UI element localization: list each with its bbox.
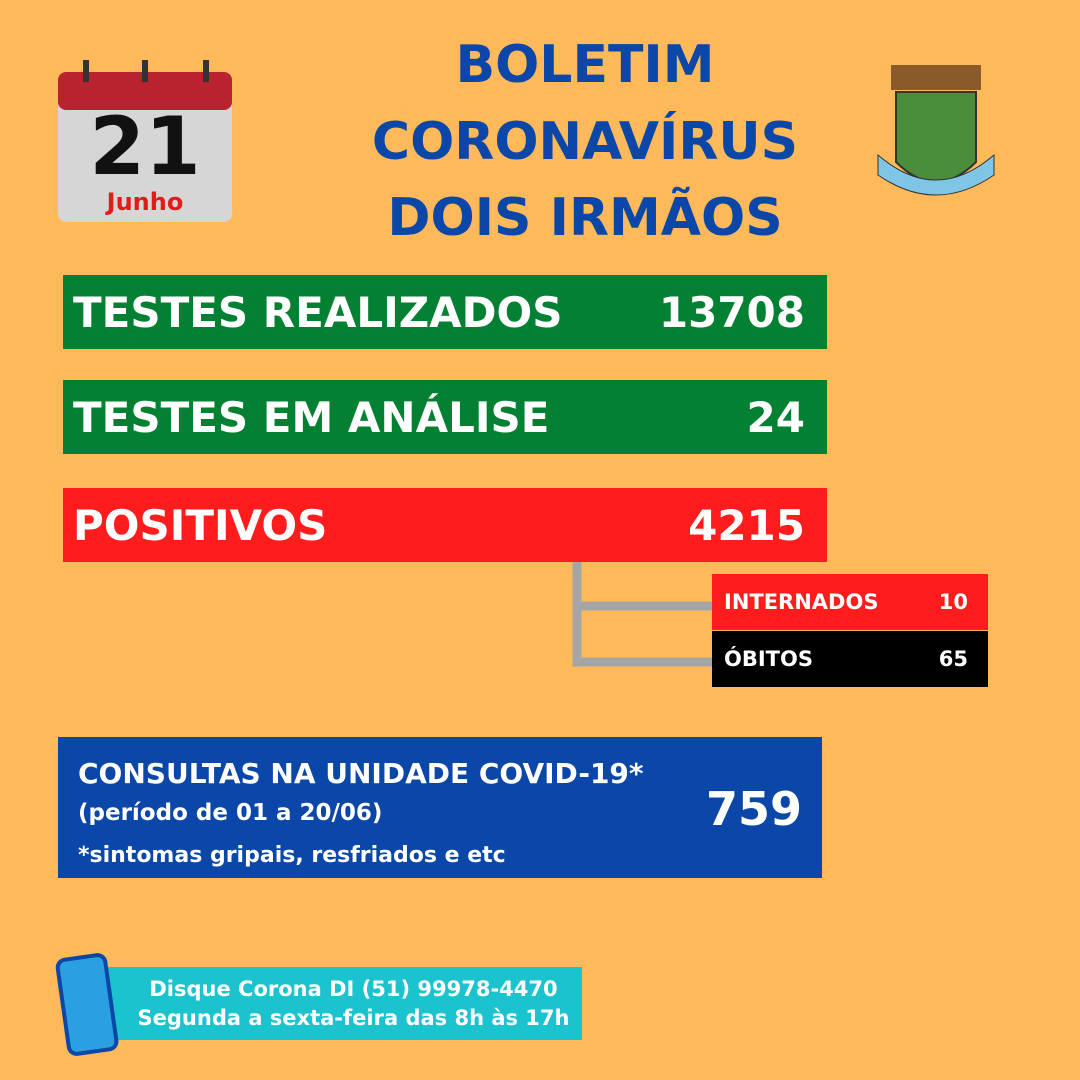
title-line: BOLETIM (455, 35, 715, 95)
consultas-note: *sintomas gripais, resfriados e etc (78, 843, 506, 868)
calendar-day: 21 (89, 100, 201, 193)
consultas-value: 759 (705, 782, 802, 836)
phone-icon (55, 953, 119, 1056)
sub-stat: INTERNADOS 10 (712, 574, 988, 630)
title-line: DOIS IRMÃOS (387, 188, 783, 248)
stat-label: TESTES REALIZADOS (73, 287, 563, 337)
sub-value: 65 (938, 647, 968, 671)
coat-of-arms (877, 65, 995, 196)
calendar-icon (58, 60, 232, 222)
consultas-title: CONSULTAS NA UNIDADE COVID-19* (78, 757, 644, 790)
sub-stat: ÓBITOS 65 (712, 631, 988, 687)
contact-line: Segunda a sexta-feira das 8h às 17h (137, 1006, 570, 1030)
stat-bar: TESTES EM ANÁLISE 24 (63, 380, 827, 454)
title-line: CORONAVÍRUS (371, 112, 799, 172)
sub-value: 10 (938, 590, 968, 614)
stat-bar: POSITIVOS 4215 (63, 488, 827, 562)
contact-box: Disque Corona DI (51) 99978-4470 Segunda… (95, 967, 582, 1040)
sub-label: ÓBITOS (724, 647, 813, 671)
stat-value: 13708 (658, 287, 805, 337)
stat-value: 24 (746, 392, 805, 442)
connector (572, 562, 715, 667)
sub-label: INTERNADOS (724, 590, 879, 614)
consultas-period: (período de 01 a 20/06) (78, 800, 383, 826)
stat-bar: TESTES REALIZADOS 13708 (63, 275, 827, 349)
contact-line: Disque Corona DI (51) 99978-4470 (149, 977, 558, 1001)
consultas-box: CONSULTAS NA UNIDADE COVID-19* (período … (58, 737, 822, 878)
stat-value: 4215 (688, 500, 805, 550)
stat-label: TESTES EM ANÁLISE (73, 392, 550, 442)
stat-label: POSITIVOS (73, 500, 328, 550)
calendar-month: Junho (106, 188, 184, 216)
